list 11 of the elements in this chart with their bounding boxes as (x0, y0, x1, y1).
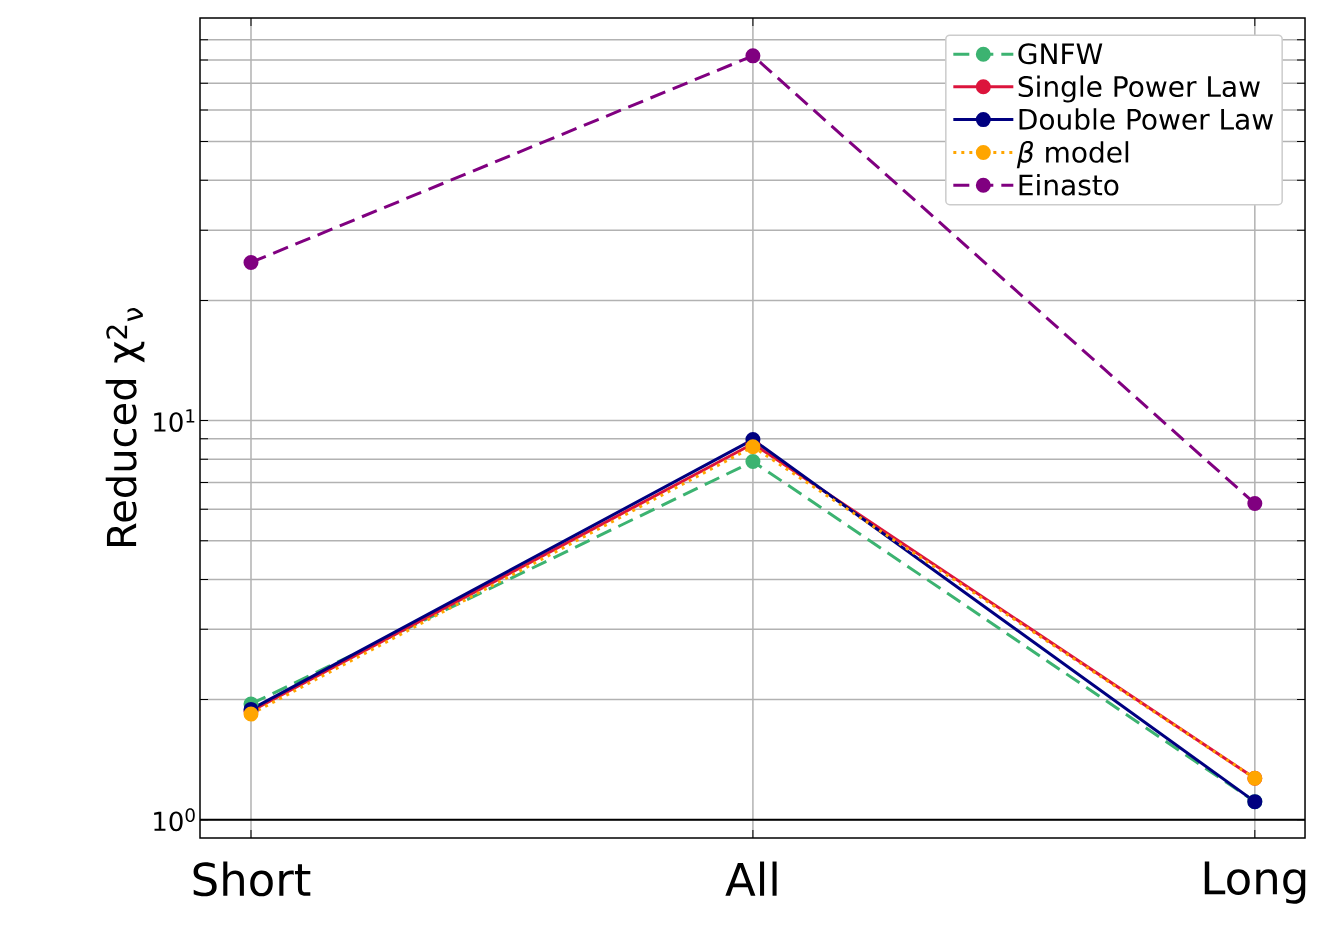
legend-label: Double Power Law (1019, 108, 1273, 130)
x-tick-label: Long (1204, 861, 1306, 904)
legend-label: Einasto (1019, 173, 1119, 196)
y-tick-label: 10$^{0}$ (154, 808, 195, 832)
y-tick-label: 10$^{1}$ (154, 409, 195, 432)
legend-label: Single Power Law (1018, 75, 1260, 103)
x-tick-label: All (725, 861, 777, 896)
x-tick-label: Short (193, 861, 311, 897)
legend-label: β model (1016, 140, 1129, 169)
y-axis-title: Reduced χ$^{2}$$_{ν}$ (105, 308, 145, 546)
legend-label: GNFW (1018, 43, 1103, 65)
